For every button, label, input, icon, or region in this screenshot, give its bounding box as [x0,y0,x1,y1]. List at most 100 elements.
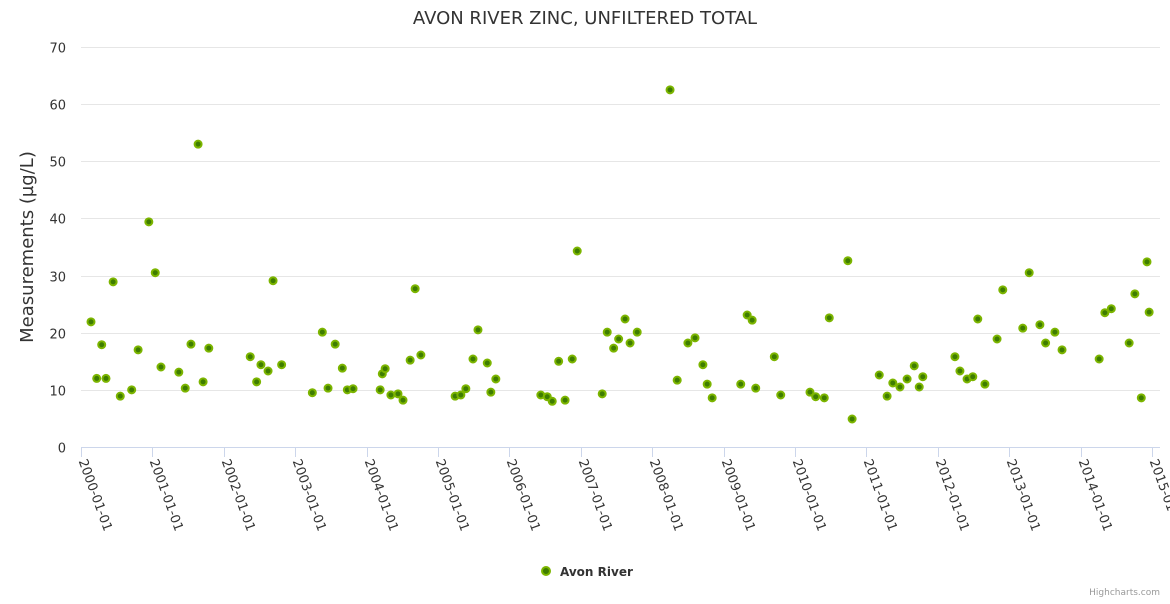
data-point[interactable] [486,387,496,397]
data-point[interactable] [101,373,111,383]
data-point[interactable] [690,333,700,343]
data-point[interactable] [1106,304,1116,314]
data-point[interactable] [874,370,884,380]
data-point[interactable] [92,373,102,383]
data-point[interactable] [115,391,125,401]
data-point[interactable] [554,356,564,366]
data-point[interactable] [156,362,166,372]
data-point[interactable] [386,390,396,400]
data-point[interactable] [482,358,492,368]
data-point[interactable] [955,366,965,376]
data-point[interactable] [914,382,924,392]
data-point[interactable] [252,377,262,387]
data-point[interactable] [491,374,501,384]
data-point[interactable] [375,385,385,395]
data-point[interactable] [473,325,483,335]
data-point[interactable] [307,388,317,398]
data-point[interactable] [1057,345,1067,355]
data-point[interactable] [909,361,919,371]
data-point[interactable] [843,256,853,266]
data-point[interactable] [1142,257,1152,267]
data-point[interactable] [847,414,857,424]
data-point[interactable] [330,339,340,349]
data-point[interactable] [950,352,960,362]
data-point[interactable] [133,345,143,355]
data-point[interactable] [902,374,912,384]
data-point[interactable] [398,395,408,405]
data-point[interactable] [1130,289,1140,299]
data-point[interactable] [1024,268,1034,278]
data-point[interactable] [1136,393,1146,403]
data-point[interactable] [751,383,761,393]
data-point[interactable] [567,354,577,364]
data-point[interactable] [174,367,184,377]
data-point[interactable] [1144,307,1154,317]
data-point[interactable] [461,384,471,394]
data-point[interactable] [193,139,203,149]
data-point[interactable] [127,385,137,395]
data-point[interactable] [819,393,829,403]
data-point[interactable] [317,327,327,337]
data-point[interactable] [683,338,693,348]
data-point[interactable] [323,383,333,393]
data-point[interactable] [998,285,1008,295]
data-point[interactable] [918,372,928,382]
data-point[interactable] [895,382,905,392]
data-point[interactable] [268,276,278,286]
data-point[interactable] [1035,320,1045,330]
data-point[interactable] [256,360,266,370]
data-point[interactable] [742,310,752,320]
data-point[interactable] [672,375,682,385]
data-point[interactable] [560,395,570,405]
data-point[interactable] [263,366,273,376]
data-point[interactable] [180,383,190,393]
data-point[interactable] [416,350,426,360]
data-point[interactable] [150,268,160,278]
data-point[interactable] [456,390,466,400]
legend-item-avon-river[interactable]: Avon River [541,565,633,579]
data-point[interactable] [702,379,712,389]
data-point[interactable] [1018,323,1028,333]
data-point[interactable] [277,360,287,370]
data-point[interactable] [1100,308,1110,318]
data-point[interactable] [468,354,478,364]
data-point[interactable] [108,277,118,287]
data-point[interactable] [204,343,214,353]
data-point[interactable] [1124,338,1134,348]
data-point[interactable] [620,314,630,324]
data-point[interactable] [707,393,717,403]
data-point[interactable] [186,339,196,349]
data-point[interactable] [348,384,358,394]
data-point[interactable] [405,355,415,365]
data-point[interactable] [747,315,757,325]
data-point[interactable] [602,327,612,337]
data-point[interactable] [97,340,107,350]
data-point[interactable] [698,360,708,370]
data-point[interactable] [144,217,154,227]
data-point[interactable] [86,317,96,327]
data-point[interactable] [1094,354,1104,364]
data-point[interactable] [609,343,619,353]
data-point[interactable] [380,364,390,374]
data-point[interactable] [1041,338,1051,348]
data-point[interactable] [597,389,607,399]
data-point[interactable] [245,352,255,362]
data-point[interactable] [968,372,978,382]
data-point[interactable] [632,327,642,337]
data-point[interactable] [811,392,821,402]
data-point[interactable] [547,396,557,406]
data-point[interactable] [198,377,208,387]
data-point[interactable] [1050,327,1060,337]
data-point[interactable] [410,284,420,294]
data-point[interactable] [973,314,983,324]
data-point[interactable] [992,334,1002,344]
data-point[interactable] [769,352,779,362]
data-point[interactable] [824,313,834,323]
data-point[interactable] [572,246,582,256]
data-point[interactable] [337,363,347,373]
credits-link[interactable]: Highcharts.com [1089,588,1160,598]
data-point[interactable] [665,85,675,95]
data-point[interactable] [980,379,990,389]
data-point[interactable] [393,389,403,399]
data-point[interactable] [625,338,635,348]
